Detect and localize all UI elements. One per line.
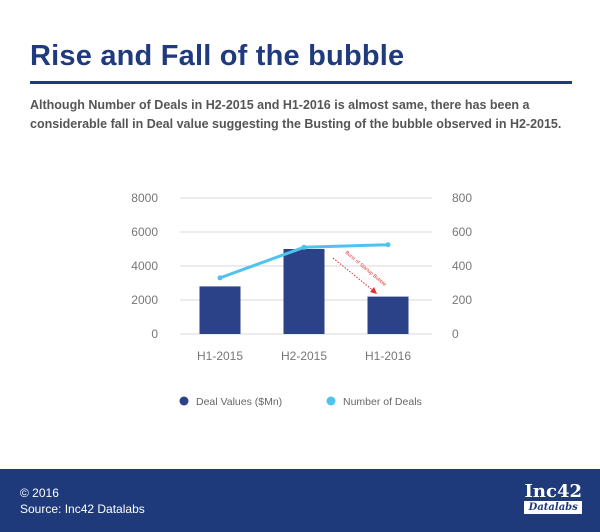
line-point (217, 275, 223, 281)
bar-h1-2015 (199, 286, 241, 334)
left-tick-label: 0 (151, 327, 158, 341)
right-tick-label: 600 (452, 225, 472, 239)
x-tick-label: H1-2016 (365, 349, 411, 363)
line-point (301, 244, 307, 250)
left-tick-label: 8000 (131, 191, 158, 205)
left-tick-label: 2000 (131, 293, 158, 307)
legend-marker-deal-values (179, 396, 189, 406)
right-tick-label: 400 (452, 259, 472, 273)
left-tick-label: 6000 (131, 225, 158, 239)
bar-h2-2015 (283, 249, 325, 334)
legend-marker-number-of-deals (326, 396, 336, 406)
annotation-label: Burst of Startup Bubble (344, 250, 388, 288)
annotation-arrow (332, 257, 376, 293)
copyright: © 2016 (20, 486, 59, 500)
bar-h1-2016 (367, 296, 409, 334)
x-tick-label: H1-2015 (197, 349, 243, 363)
page-title: Rise and Fall of the bubble (30, 40, 405, 72)
footer: © 2016 Source: Inc42 Datalabs Inc42 Data… (0, 469, 600, 532)
right-tick-label: 200 (452, 293, 472, 307)
logo-text: Inc42 (524, 481, 582, 502)
legend-label: Number of Deals (343, 396, 422, 408)
description: Although Number of Deals in H2-2015 and … (30, 98, 562, 131)
legend-label: Deal Values ($Mn) (196, 396, 282, 408)
left-tick-label: 4000 (131, 259, 158, 273)
line-point (385, 242, 391, 248)
combo-chart: 0 0 2000 200 4000 400 6000 600 8000 800 H1-2015 H2-… (131, 191, 472, 408)
right-tick-label: 800 (452, 191, 472, 205)
x-tick-label: H2-2015 (281, 349, 327, 363)
logo-subtext: Datalabs (524, 501, 582, 514)
right-tick-label: 0 (452, 327, 459, 341)
source: Source: Inc42 Datalabs (20, 502, 145, 516)
arrow-head-icon (370, 287, 377, 294)
inc42-logo: Inc42 Datalabs (524, 483, 582, 514)
title-underline (30, 81, 572, 84)
